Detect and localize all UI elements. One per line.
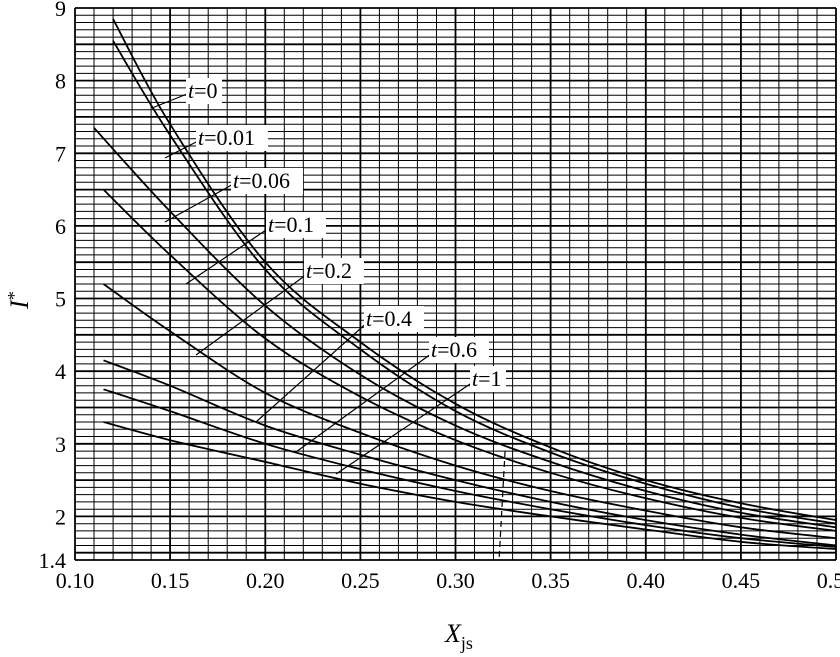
x-axis-title-main: X xyxy=(444,619,462,648)
curve-label-t-0: t=0 xyxy=(188,78,218,103)
y-tick-label: 6 xyxy=(55,214,66,239)
leader-t-0-06 xyxy=(164,181,238,223)
y-tick-label: 9 xyxy=(55,0,66,21)
curve-t-0-6 xyxy=(103,388,837,548)
curve-label-bg xyxy=(231,168,303,194)
y-tick-label: 3 xyxy=(55,432,66,457)
reference-line xyxy=(498,451,506,561)
y-tick-labels: 1.4 2 3 4 5 6 7 8 9 xyxy=(39,0,67,573)
curve-label-bg xyxy=(196,125,268,151)
curve-label-t-1: t=1 xyxy=(472,366,502,391)
curve-label-value: =0.6 xyxy=(437,337,477,362)
y-tick-label: 2 xyxy=(55,504,66,529)
y-tick-label: 8 xyxy=(55,69,66,94)
leader-t-0-2 xyxy=(195,271,311,356)
curve-label-value: =0.2 xyxy=(312,258,352,283)
leader-t-0-4 xyxy=(255,319,371,423)
y-tick-label: 5 xyxy=(55,287,66,312)
curve-label-value: =0.1 xyxy=(274,212,314,237)
curve-label-t-0-2: t=0.2 xyxy=(306,258,352,283)
leader-t-0-1 xyxy=(185,225,273,285)
curve-label-value: =1 xyxy=(478,366,501,391)
leader-t-0 xyxy=(151,91,193,109)
curve-label-bg xyxy=(186,78,222,104)
curve-t-0-1 xyxy=(102,188,837,532)
x-tick-label: 0.50 xyxy=(817,568,840,593)
label-leaders xyxy=(151,91,477,475)
curve-label-t-0-6: t=0.6 xyxy=(431,337,477,362)
y-tick-label: 4 xyxy=(55,359,66,384)
curve-label-var: t xyxy=(306,258,313,283)
x-tick-label: 0.35 xyxy=(531,568,570,593)
x-tick-label: 0.15 xyxy=(151,568,190,593)
x-tick-label: 0.40 xyxy=(627,568,666,593)
curve-label-value: =0 xyxy=(194,78,217,103)
x-tick-label: 0.10 xyxy=(56,568,95,593)
curves xyxy=(93,18,837,550)
curve-t-0-4 xyxy=(103,359,837,547)
curve-label-var: t xyxy=(233,168,240,193)
x-axis-title: Xjs xyxy=(444,619,473,653)
leader-t-0-6 xyxy=(295,350,436,453)
curve-label-t-0-1: t=0.1 xyxy=(268,212,314,237)
curve-label-var: t xyxy=(431,337,438,362)
x-axis-title-sub: js xyxy=(460,633,473,653)
curve-t-1 xyxy=(103,421,837,550)
curve-t-0 xyxy=(112,18,837,521)
curve-label-value: =0.4 xyxy=(372,306,412,331)
curve-label-var: t xyxy=(472,366,479,391)
y-tick-label: 7 xyxy=(55,141,66,166)
x-tick-label: 0.20 xyxy=(246,568,285,593)
curve-label-t-0-4: t=0.4 xyxy=(366,306,412,331)
curve-label-var: t xyxy=(268,212,275,237)
curve-label-value: =0.06 xyxy=(239,168,290,193)
curve-label-var: t xyxy=(188,78,195,103)
curve-label-var: t xyxy=(366,306,373,331)
x-tick-label: 0.30 xyxy=(436,568,475,593)
curve-label-bg xyxy=(266,212,326,238)
curve-labels: t=0t=0.01t=0.06t=0.1t=0.2t=0.4t=0.6t=1 xyxy=(186,78,506,392)
x-tick-labels: 0.10 0.15 0.20 0.25 0.30 0.35 0.40 0.45 0.50 xyxy=(56,568,840,593)
curve-label-var: t xyxy=(198,125,205,150)
y-tick-label: 1.4 xyxy=(39,548,67,573)
curve-label-t-0-01: t=0.01 xyxy=(198,125,255,150)
y-axis-title-sub: * xyxy=(4,291,24,300)
curve-label-bg xyxy=(470,366,506,392)
curve-label-t-0-06: t=0.06 xyxy=(233,168,290,193)
curve-label-bg xyxy=(304,258,364,284)
x-tick-label: 0.25 xyxy=(341,568,380,593)
y-axis-title-main: I xyxy=(5,299,34,310)
curve-t-0-2 xyxy=(102,283,837,540)
curve-label-value: =0.01 xyxy=(204,125,255,150)
x-tick-label: 0.45 xyxy=(722,568,761,593)
y-axis-title: I* xyxy=(4,291,34,310)
curve-t-0-06 xyxy=(93,127,837,529)
curve-label-bg xyxy=(364,306,424,332)
leader-t-0-01 xyxy=(164,138,203,159)
leader-t-1 xyxy=(335,379,477,475)
curve-label-bg xyxy=(429,337,489,363)
curve-t-0-01 xyxy=(112,40,837,525)
